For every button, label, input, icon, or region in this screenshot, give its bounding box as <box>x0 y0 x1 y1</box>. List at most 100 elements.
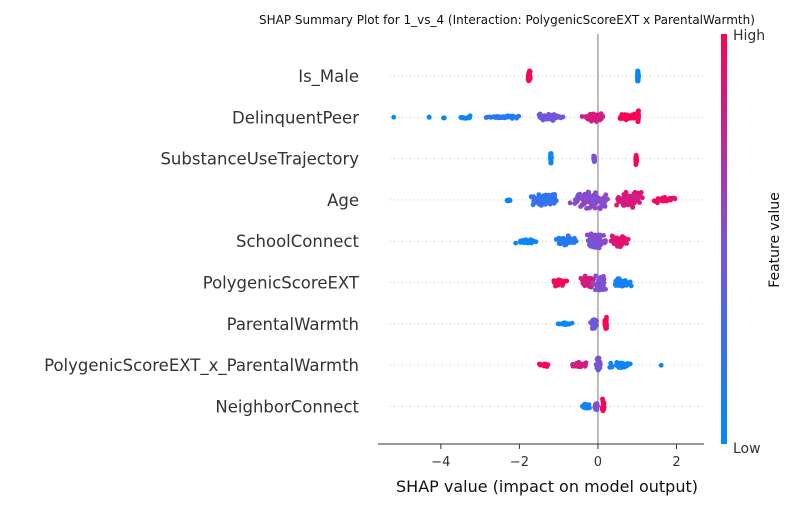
x-tick-label-3: 2 <box>672 455 680 470</box>
point-PolygenicScoreEXT_x_ParentalWarmth-1-28 <box>582 361 588 366</box>
point-PolygenicScoreEXT_x_ParentalWarmth-4-0 <box>658 362 664 368</box>
point-Age-4-15 <box>657 196 663 202</box>
point-SchoolConnect-0-22 <box>528 237 534 243</box>
point-Is_Male-0-39 <box>526 74 532 80</box>
point-ParentalWarmth-0-17 <box>557 321 563 327</box>
feature-label-DelinquentPeer: DelinquentPeer <box>232 108 359 127</box>
feature-label-NeighborConnect: NeighborConnect <box>215 397 359 416</box>
point-SchoolConnect-1-59 <box>558 238 564 244</box>
point-Age-3-88 <box>630 203 635 209</box>
point-SchoolConnect-2-41 <box>584 232 590 238</box>
point-SchoolConnect-0-23 <box>533 239 539 245</box>
shap-points <box>391 68 678 414</box>
point-DelinquentPeer-7-39 <box>618 114 624 119</box>
point-DelinquentPeer-1-1 <box>426 115 432 120</box>
point-Age-2-30 <box>584 206 589 211</box>
point-PolygenicScoreEXT-0-26 <box>561 279 567 284</box>
point-Is_Male-1-39 <box>635 72 641 77</box>
point-DelinquentPeer-4-23 <box>504 113 509 119</box>
point-SchoolConnect-1-57 <box>562 239 568 245</box>
feature-label-PolygenicScoreEXT_x_ParentalWarmth: PolygenicScoreEXT_x_ParentalWarmth <box>44 356 359 376</box>
point-ParentalWarmth-0-16 <box>569 320 575 326</box>
point-SubstanceUseTrajectory-2-28 <box>633 161 639 167</box>
point-Age-3-21 <box>614 202 619 208</box>
point-DelinquentPeer-5-58 <box>544 115 550 121</box>
point-Age-2-104 <box>597 206 603 212</box>
point-PolygenicScoreEXT_x_ParentalWarmth-2-39 <box>595 361 601 366</box>
point-Age-4-20 <box>651 198 657 204</box>
point-Age-2-116 <box>579 193 584 198</box>
point-SchoolConnect-0-24 <box>522 240 528 246</box>
point-PolygenicScoreEXT-2-56 <box>601 285 606 290</box>
point-Age-2-71 <box>593 190 598 196</box>
point-DelinquentPeer-4-29 <box>492 114 498 120</box>
point-DelinquentPeer-8-29 <box>635 118 641 124</box>
feature-label-Age: Age <box>327 191 359 210</box>
point-PolygenicScoreEXT-2-52 <box>593 287 598 293</box>
point-SubstanceUseTrajectory-1-18 <box>591 158 597 164</box>
point-DelinquentPeer-4-16 <box>483 115 489 120</box>
point-PolygenicScoreEXT_x_ParentalWarmth-3-28 <box>625 362 631 368</box>
point-PolygenicScoreEXT-2-59 <box>598 277 604 283</box>
x-tick-label-0: −4 <box>431 455 450 470</box>
feature-grid-lines <box>390 75 704 407</box>
point-SchoolConnect-3-48 <box>615 237 621 243</box>
point-DelinquentPeer-5-59 <box>557 114 562 120</box>
point-PolygenicScoreEXT_x_ParentalWarmth-0-9 <box>537 362 543 368</box>
point-Is_Male-1-38 <box>635 78 641 84</box>
point-Age-2-107 <box>602 199 607 205</box>
point-SchoolConnect-1-54 <box>565 235 571 241</box>
point-DelinquentPeer-4-26 <box>498 115 504 121</box>
point-Age-3-89 <box>634 195 640 200</box>
point-ParentalWarmth-1-29 <box>591 321 597 327</box>
point-ParentalWarmth-0-19 <box>562 320 568 326</box>
point-PolygenicScoreEXT-3-39 <box>617 277 623 282</box>
point-PolygenicScoreEXT-2-51 <box>596 283 602 288</box>
point-Age-0-5 <box>507 197 513 203</box>
point-DelinquentPeer-6-24 <box>579 114 585 119</box>
point-SchoolConnect-2-79 <box>594 235 599 241</box>
point-Age-4-24 <box>662 195 668 200</box>
point-Age-1-84 <box>547 198 553 204</box>
point-Age-1-89 <box>529 194 535 200</box>
point-Age-3-79 <box>616 195 622 201</box>
point-PolygenicScoreEXT-1-57 <box>585 276 590 281</box>
point-PolygenicScoreEXT_x_ParentalWarmth-3-14 <box>608 360 614 366</box>
point-DelinquentPeer-6-50 <box>583 114 588 119</box>
point-DelinquentPeer-6-59 <box>591 112 597 118</box>
colorbar-high-label: High <box>733 28 765 44</box>
feature-label-SubstanceUseTrajectory: SubstanceUseTrajectory <box>160 150 359 169</box>
point-SchoolConnect-1-51 <box>567 240 572 245</box>
point-DelinquentPeer-7-37 <box>625 115 631 120</box>
point-Age-2-118 <box>572 197 578 203</box>
point-PolygenicScoreEXT_x_ParentalWarmth-3-34 <box>619 362 625 368</box>
point-DelinquentPeer-6-58 <box>595 115 601 121</box>
point-PolygenicScoreEXT_x_ParentalWarmth-1-29 <box>577 361 582 367</box>
point-Age-2-117 <box>588 204 594 210</box>
point-DelinquentPeer-0-0 <box>391 114 397 120</box>
point-SchoolConnect-0-5 <box>513 240 519 246</box>
point-SubstanceUseTrajectory-0-29 <box>548 153 554 159</box>
point-NeighborConnect-2-28 <box>600 408 606 414</box>
point-DelinquentPeer-5-52 <box>551 113 557 119</box>
point-SchoolConnect-0-18 <box>518 238 524 244</box>
point-DelinquentPeer-2-2 <box>441 115 447 121</box>
point-Age-1-82 <box>552 194 558 200</box>
chart-title: SHAP Summary Plot for 1_vs_4 (Interactio… <box>259 13 755 27</box>
point-Age-4-16 <box>671 195 677 201</box>
point-SubstanceUseTrajectory-1-19 <box>591 155 597 160</box>
x-axis-title: SHAP value (impact on model output) <box>396 477 698 496</box>
point-SchoolConnect-2-75 <box>598 242 604 248</box>
point-Age-2-112 <box>592 195 598 201</box>
point-PolygenicScoreEXT-3-31 <box>628 283 634 289</box>
point-Age-3-51 <box>620 202 626 208</box>
point-Age-4-23 <box>664 198 669 204</box>
point-Age-1-68 <box>551 200 557 206</box>
point-Age-2-97 <box>586 190 592 196</box>
point-NeighborConnect-0-18 <box>584 403 590 409</box>
point-Age-2-69 <box>567 200 573 206</box>
feature-label-PolygenicScoreEXT: PolygenicScoreEXT <box>203 274 360 293</box>
point-ParentalWarmth-2-29 <box>603 321 608 326</box>
